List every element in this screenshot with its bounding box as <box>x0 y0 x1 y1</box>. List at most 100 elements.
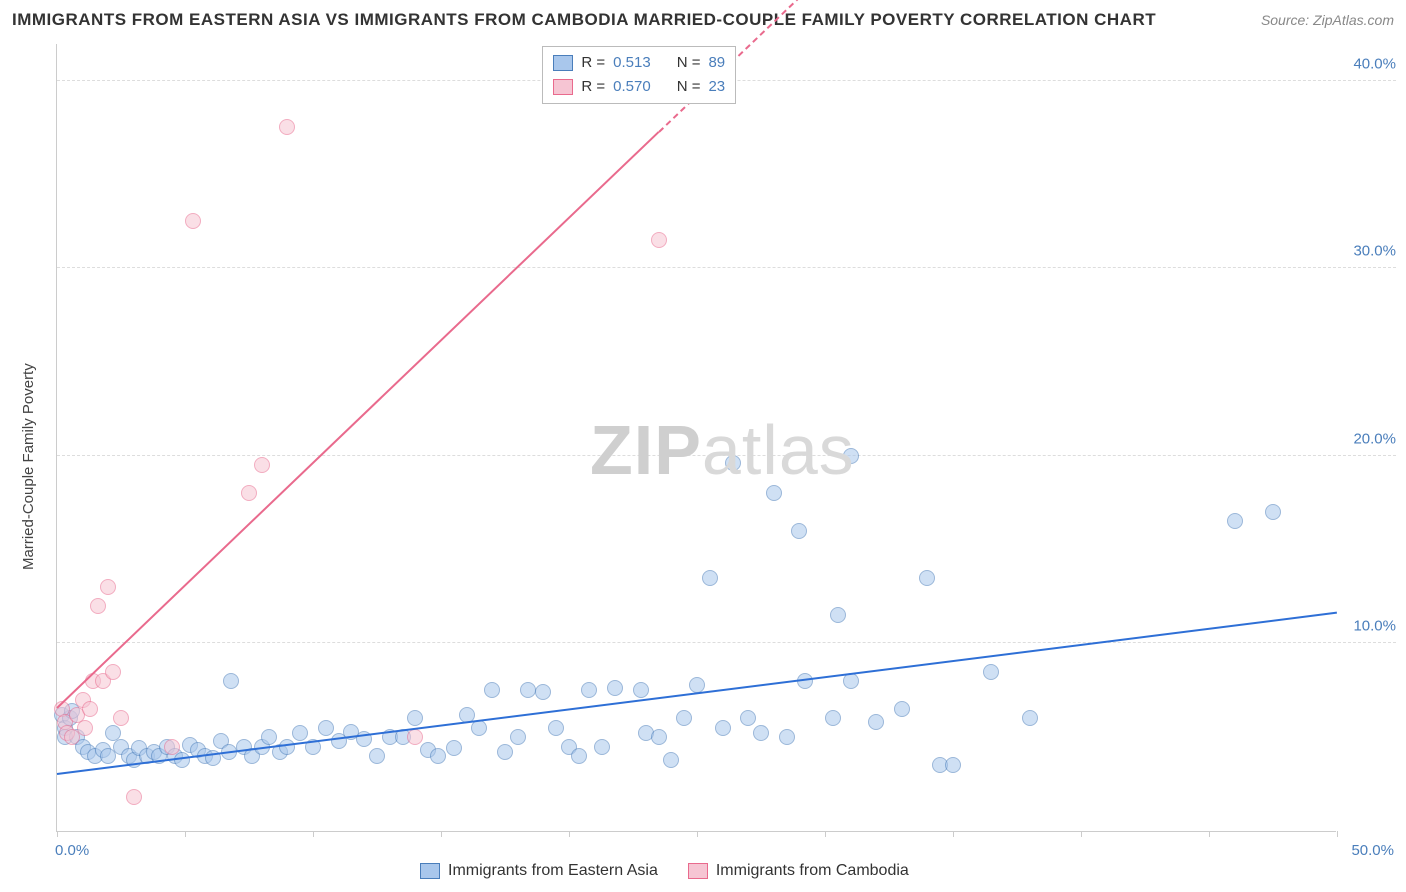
legend-row-cambodia: R = 0.570 N = 23 <box>553 75 725 99</box>
data-point-eastern_asia <box>548 720 564 736</box>
data-point-eastern_asia <box>894 701 910 717</box>
data-point-eastern_asia <box>676 710 692 726</box>
data-point-eastern_asia <box>830 607 846 623</box>
series-legend: Immigrants from Eastern Asia Immigrants f… <box>420 862 909 880</box>
legend-r-value: 0.513 <box>613 51 651 75</box>
y-tick-label: 20.0% <box>1345 430 1396 447</box>
data-point-cambodia <box>90 598 106 614</box>
x-tick <box>313 831 314 837</box>
data-point-eastern_asia <box>581 682 597 698</box>
legend-swatch <box>553 79 573 95</box>
data-point-eastern_asia <box>571 748 587 764</box>
data-point-eastern_asia <box>607 680 623 696</box>
data-point-eastern_asia <box>651 729 667 745</box>
data-point-eastern_asia <box>689 677 705 693</box>
x-tick <box>441 831 442 837</box>
data-point-cambodia <box>164 739 180 755</box>
trend-line-cambodia <box>56 131 659 708</box>
data-point-eastern_asia <box>945 757 961 773</box>
data-point-eastern_asia <box>633 682 649 698</box>
data-point-eastern_asia <box>663 752 679 768</box>
data-point-cambodia <box>185 213 201 229</box>
data-point-eastern_asia <box>318 720 334 736</box>
data-point-eastern_asia <box>1227 513 1243 529</box>
data-point-eastern_asia <box>261 729 277 745</box>
gridline-h <box>57 455 1396 456</box>
data-point-eastern_asia <box>1022 710 1038 726</box>
data-point-eastern_asia <box>594 739 610 755</box>
correlation-legend: R = 0.513 N = 89 R = 0.570 N = 23 <box>542 46 736 104</box>
data-point-cambodia <box>100 579 116 595</box>
series-legend-item-eastern_asia: Immigrants from Eastern Asia <box>420 862 658 880</box>
data-point-cambodia <box>407 729 423 745</box>
legend-n-label: N = <box>677 51 701 75</box>
data-point-eastern_asia <box>983 664 999 680</box>
series-legend-item-cambodia: Immigrants from Cambodia <box>688 862 909 880</box>
data-point-cambodia <box>279 119 295 135</box>
data-point-cambodia <box>254 457 270 473</box>
data-point-eastern_asia <box>430 748 446 764</box>
data-point-eastern_asia <box>725 455 741 471</box>
chart-title: IMMIGRANTS FROM EASTERN ASIA VS IMMIGRAN… <box>12 10 1156 30</box>
data-point-eastern_asia <box>520 682 536 698</box>
y-tick-label: 10.0% <box>1345 618 1396 635</box>
data-point-eastern_asia <box>919 570 935 586</box>
data-point-eastern_asia <box>753 725 769 741</box>
plot-area: 10.0%20.0%30.0%40.0%0.0%50.0% <box>56 44 1336 832</box>
legend-row-eastern_asia: R = 0.513 N = 89 <box>553 51 725 75</box>
data-point-eastern_asia <box>766 485 782 501</box>
y-tick-label: 30.0% <box>1345 243 1396 260</box>
data-point-cambodia <box>113 710 129 726</box>
data-point-eastern_asia <box>292 725 308 741</box>
data-point-eastern_asia <box>1265 504 1281 520</box>
x-tick <box>57 831 58 837</box>
data-point-eastern_asia <box>702 570 718 586</box>
y-tick-label: 40.0% <box>1345 55 1396 72</box>
data-point-cambodia <box>241 485 257 501</box>
series-legend-label: Immigrants from Cambodia <box>716 862 909 880</box>
data-point-eastern_asia <box>446 740 462 756</box>
data-point-eastern_asia <box>868 714 884 730</box>
x-tick <box>1337 831 1338 837</box>
x-tick <box>569 831 570 837</box>
data-point-eastern_asia <box>369 748 385 764</box>
data-point-eastern_asia <box>715 720 731 736</box>
data-point-cambodia <box>105 664 121 680</box>
data-point-eastern_asia <box>535 684 551 700</box>
legend-r-label: R = <box>581 75 605 99</box>
x-tick-label-min: 0.0% <box>55 842 89 859</box>
chart-source: Source: ZipAtlas.com <box>1261 12 1394 28</box>
x-tick <box>825 831 826 837</box>
x-tick-label-max: 50.0% <box>1351 842 1394 859</box>
data-point-cambodia <box>82 701 98 717</box>
legend-n-label: N = <box>677 75 701 99</box>
data-point-eastern_asia <box>843 448 859 464</box>
legend-r-label: R = <box>581 51 605 75</box>
gridline-h <box>57 267 1396 268</box>
legend-n-value: 23 <box>708 75 725 99</box>
series-legend-label: Immigrants from Eastern Asia <box>448 862 658 880</box>
data-point-eastern_asia <box>223 673 239 689</box>
legend-r-value: 0.570 <box>613 75 651 99</box>
gridline-h <box>57 642 1396 643</box>
data-point-eastern_asia <box>825 710 841 726</box>
data-point-eastern_asia <box>740 710 756 726</box>
data-point-eastern_asia <box>407 710 423 726</box>
data-point-cambodia <box>77 720 93 736</box>
legend-n-value: 89 <box>708 51 725 75</box>
legend-swatch <box>553 55 573 71</box>
data-point-eastern_asia <box>779 729 795 745</box>
x-tick <box>1081 831 1082 837</box>
data-point-eastern_asia <box>791 523 807 539</box>
data-point-eastern_asia <box>497 744 513 760</box>
x-tick <box>1209 831 1210 837</box>
data-point-eastern_asia <box>510 729 526 745</box>
header-row: IMMIGRANTS FROM EASTERN ASIA VS IMMIGRAN… <box>12 10 1394 30</box>
legend-swatch <box>688 863 708 879</box>
trend-line-eastern_asia <box>57 611 1337 774</box>
x-tick <box>697 831 698 837</box>
x-tick <box>185 831 186 837</box>
x-tick <box>953 831 954 837</box>
legend-swatch <box>420 863 440 879</box>
y-axis-label: Married-Couple Family Poverty <box>20 363 37 570</box>
